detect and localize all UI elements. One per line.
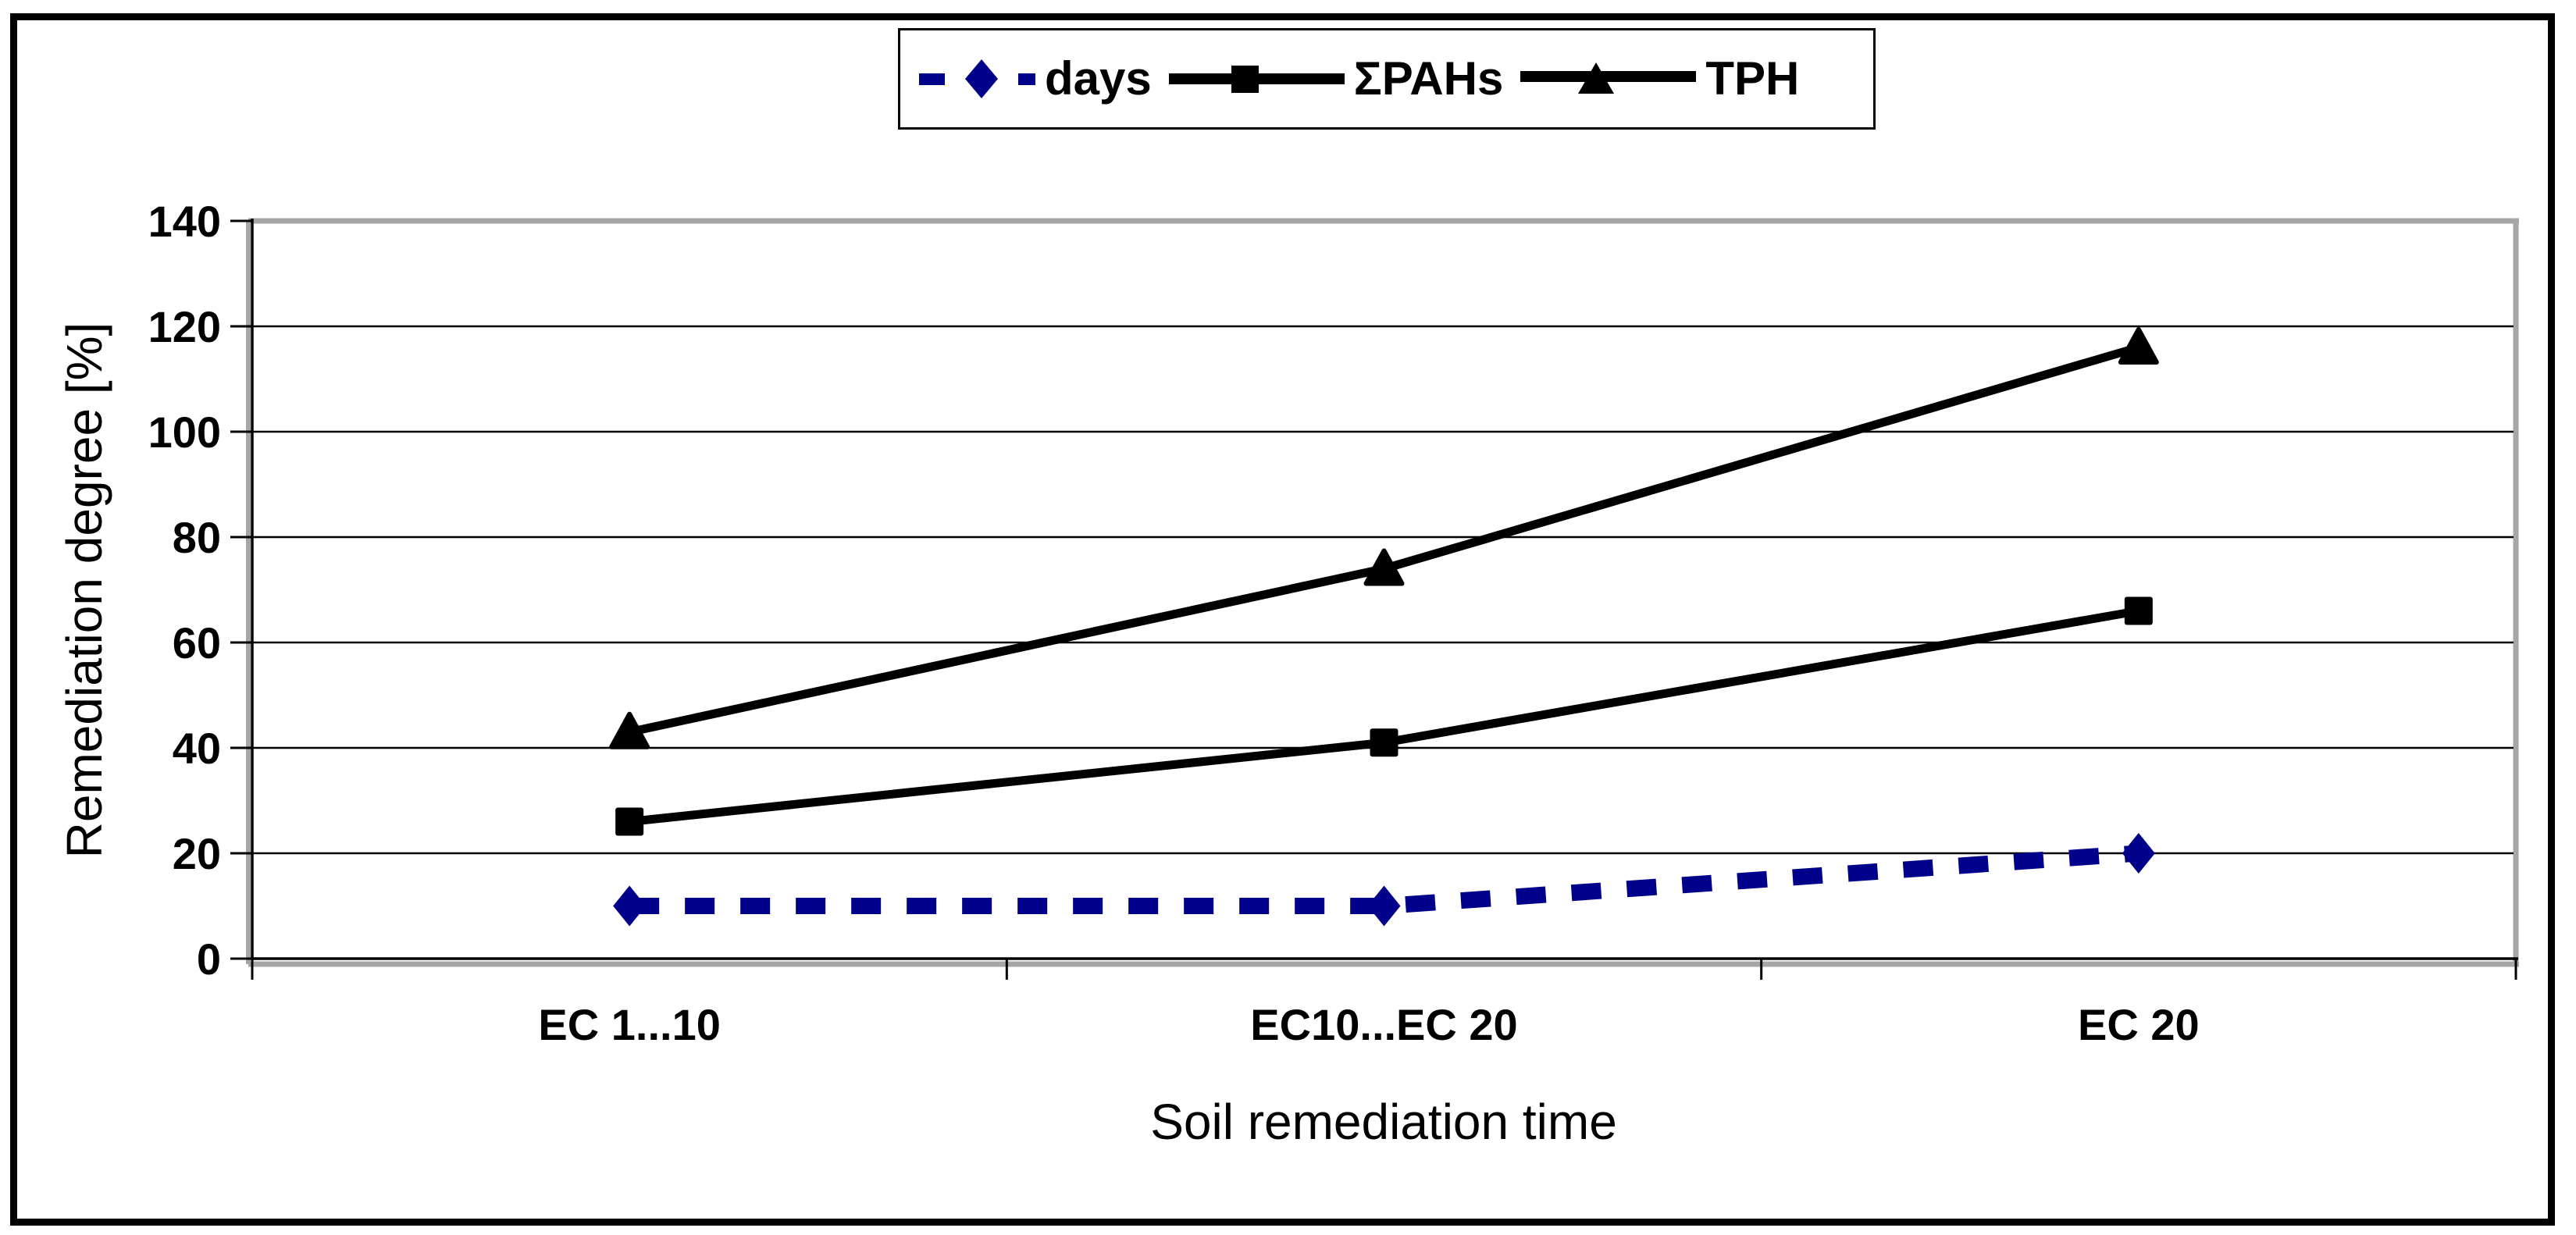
marker-diamond bbox=[2122, 833, 2155, 874]
days-diamond-icon bbox=[965, 59, 998, 98]
marker-triangle bbox=[1363, 548, 1405, 586]
marker-square bbox=[2124, 596, 2153, 625]
y-tick-label: 80 bbox=[173, 513, 221, 562]
legend: days ΣPAHs TPH bbox=[898, 28, 1876, 130]
y-tick-label: 60 bbox=[173, 618, 221, 667]
pahs-line-icon bbox=[1168, 66, 1345, 93]
legend-label-tph: TPH bbox=[1705, 52, 1800, 105]
marker-square bbox=[1370, 728, 1398, 757]
marker-diamond bbox=[613, 885, 647, 927]
x-tick-label: EC 1...10 bbox=[538, 1000, 720, 1049]
legend-label-days: days bbox=[1045, 52, 1152, 105]
x-axis-title: Soil remediation time bbox=[1150, 1094, 1617, 1150]
y-tick-label: 100 bbox=[148, 408, 221, 457]
marker-square bbox=[615, 807, 644, 836]
tph-line-icon bbox=[1520, 62, 1697, 94]
y-tick-label: 20 bbox=[173, 829, 221, 878]
legend-label-pahs: ΣPAHs bbox=[1353, 52, 1504, 105]
series-line-TPH bbox=[629, 343, 2140, 737]
y-tick-label: 40 bbox=[173, 724, 221, 773]
days-dash-icon bbox=[1018, 73, 1035, 85]
y-axis-title: Remediation degree [%] bbox=[56, 322, 112, 859]
days-dash-icon bbox=[919, 73, 945, 85]
marker-triangle bbox=[609, 711, 650, 749]
y-tick-label: 140 bbox=[148, 197, 221, 246]
marker-triangle bbox=[2118, 327, 2159, 365]
marker-diamond bbox=[1367, 885, 1401, 927]
x-tick-label: EC10...EC 20 bbox=[1250, 1000, 1517, 1049]
y-tick-label: 0 bbox=[197, 934, 221, 984]
y-tick-label: 120 bbox=[148, 302, 221, 351]
x-tick-label: EC 20 bbox=[2078, 1000, 2200, 1049]
